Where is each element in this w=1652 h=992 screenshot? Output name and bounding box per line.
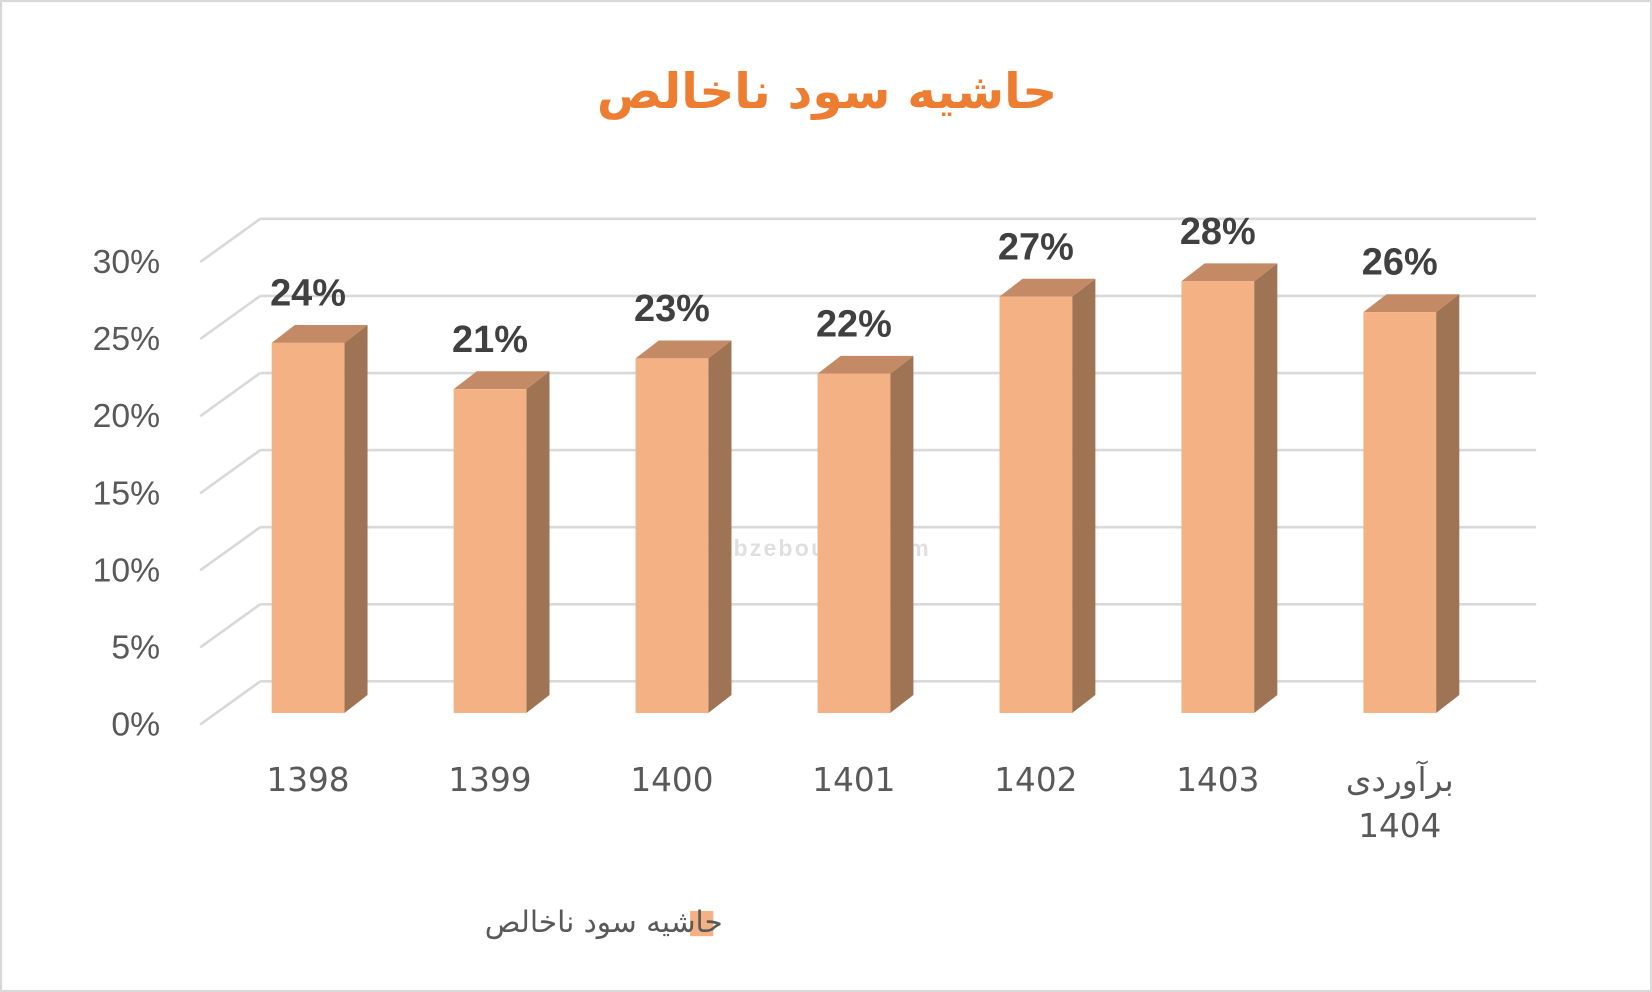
data-label: 28% <box>1180 211 1256 253</box>
grid-line-depth <box>199 294 262 341</box>
bar-side <box>890 355 914 713</box>
y-tick-label: 10% <box>93 551 160 589</box>
chart-title: حاشیه سود ناخالص <box>597 64 1057 120</box>
bar-top <box>271 325 368 343</box>
bar-top <box>999 278 1096 297</box>
data-label: 27% <box>998 226 1074 268</box>
bar-top <box>1363 294 1460 313</box>
y-tick-label: 20% <box>93 397 160 435</box>
bar <box>635 358 709 713</box>
bar-side <box>344 325 368 713</box>
x-tick-label: 1400 <box>630 761 714 800</box>
bar-top <box>817 355 914 374</box>
grid-line-depth <box>199 217 262 264</box>
bar <box>1181 281 1255 713</box>
grid-line-depth <box>199 603 262 649</box>
y-tick-label: 30% <box>93 243 160 281</box>
bar-side <box>1436 294 1460 713</box>
grid-line-depth <box>199 371 262 418</box>
bar-top <box>635 340 732 359</box>
bar <box>453 389 527 713</box>
bar-side <box>1072 278 1096 713</box>
x-tick-label: 1402 <box>994 761 1078 800</box>
y-tick-label: 0% <box>111 706 160 744</box>
data-label: 23% <box>634 288 710 330</box>
bar-side <box>1254 263 1278 713</box>
y-tick-label: 5% <box>111 628 160 666</box>
bar-side <box>708 340 732 713</box>
bar-side <box>526 371 550 713</box>
bar <box>817 373 891 713</box>
legend-label: حاشیه سود ناخالص <box>485 905 723 939</box>
y-tick-label: 25% <box>93 320 160 358</box>
y-tick-label: 15% <box>93 474 160 512</box>
bar <box>999 296 1073 713</box>
bar <box>271 342 345 713</box>
data-label: 26% <box>1362 242 1438 284</box>
x-tick-label: 1398 <box>266 761 350 800</box>
x-tick-label: 1401 <box>812 761 896 800</box>
grid-line-depth <box>199 449 262 495</box>
data-label: 21% <box>452 319 528 361</box>
x-tick-label: برآوردی 1404 <box>1345 761 1454 846</box>
bar <box>1363 312 1437 713</box>
x-tick-label: 1403 <box>1176 761 1260 800</box>
bar-top <box>1181 263 1278 282</box>
data-label: 24% <box>270 273 346 315</box>
x-tick-label: 1399 <box>448 761 532 800</box>
grid-line-depth <box>199 680 262 726</box>
grid-line-depth <box>199 526 262 572</box>
bar-top <box>453 371 550 390</box>
legend-swatch <box>690 910 714 937</box>
data-label: 22% <box>816 303 892 345</box>
